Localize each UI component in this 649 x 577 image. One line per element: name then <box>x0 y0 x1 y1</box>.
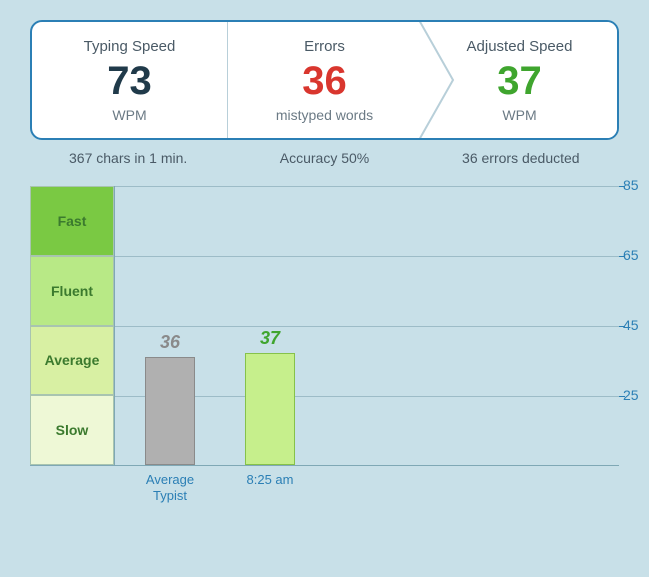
y-tick-mark <box>619 256 625 257</box>
panel-adjusted-speed: Adjusted Speed 37 WPM <box>422 22 617 138</box>
panel-sub: mistyped words <box>276 107 373 123</box>
subrow-chars: 367 chars in 1 min. <box>30 150 226 166</box>
panel-title: Adjusted Speed <box>467 38 573 55</box>
stats-card: Typing Speed 73 WPM Errors 36 mistyped w… <box>30 20 619 140</box>
grid-line <box>115 326 619 327</box>
panel-value: 73 <box>107 61 152 101</box>
band-fluent: Fluent <box>30 256 114 326</box>
subrow-accuracy: Accuracy 50% <box>226 150 422 166</box>
panel-title: Typing Speed <box>84 38 176 55</box>
grid-line <box>115 256 619 257</box>
subrow-deducted: 36 errors deducted <box>423 150 619 166</box>
y-tick-label: 85 <box>623 177 649 193</box>
band-fast: Fast <box>30 186 114 256</box>
y-tick-label: 45 <box>623 317 649 333</box>
x-tick-label: AverageTypist <box>135 472 205 503</box>
stats-subrow: 367 chars in 1 min. Accuracy 50% 36 erro… <box>30 150 619 166</box>
panel-title: Errors <box>304 38 345 55</box>
x-tick-label: 8:25 am <box>235 472 305 488</box>
panel-sub: WPM <box>112 107 146 123</box>
panel-typing-speed: Typing Speed 73 WPM <box>32 22 227 138</box>
bar <box>245 353 295 465</box>
band-average: Average <box>30 326 114 396</box>
panel-sub: WPM <box>502 107 536 123</box>
y-tick-label: 65 <box>623 247 649 263</box>
y-tick-mark <box>619 186 625 187</box>
bar-value-label: 37 <box>240 328 300 349</box>
band-slow: Slow <box>30 395 114 465</box>
speed-chart: FastFluentAverageSlow 856545253637 Avera… <box>30 186 619 472</box>
bar-value-label: 36 <box>140 332 200 353</box>
band-column: FastFluentAverageSlow <box>30 186 115 466</box>
y-tick-mark <box>619 396 625 397</box>
y-tick-mark <box>619 326 625 327</box>
bar-area: 856545253637 <box>115 186 619 466</box>
panel-value: 36 <box>302 61 347 101</box>
panel-errors: Errors 36 mistyped words <box>227 22 422 138</box>
grid-line <box>115 186 619 187</box>
panel-value: 37 <box>497 61 542 101</box>
y-tick-label: 25 <box>623 387 649 403</box>
bar <box>145 357 195 466</box>
